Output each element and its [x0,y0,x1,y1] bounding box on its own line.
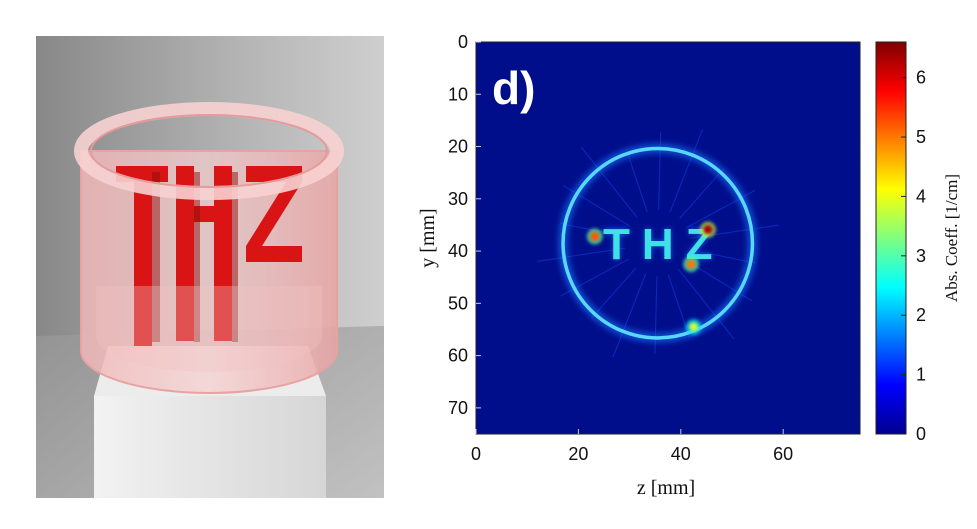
y-tick-label: 40 [448,241,468,261]
colorbar-ticks: 0 1 2 3 4 5 6 [901,68,926,444]
y-tick-label: 60 [448,346,468,366]
colorbar [875,41,907,435]
x-tick-label: 20 [568,444,588,464]
y-tick-label: 50 [448,293,468,313]
colorbar-tick-label: 1 [916,365,926,385]
x-tick-label: 40 [671,444,691,464]
streak-line [612,273,647,358]
x-axis-ticks: 0 20 40 60 [471,429,793,464]
streak-line [678,268,735,340]
container-ring [561,146,755,340]
y-tick-label: 0 [458,32,468,52]
phantom-render-image [36,36,384,498]
colorbar-tick-label: 4 [916,186,926,206]
colorbar-tick-label: 0 [916,424,926,444]
y-tick-label: 20 [448,137,468,157]
y-axis-label: y [mm] [417,208,439,267]
streak-line [591,267,637,319]
x-tick-label: 60 [773,444,793,464]
hotspot [703,225,713,235]
y-axis-ticks: 0 10 20 30 40 50 60 70 [448,32,481,418]
streak-line [679,168,724,219]
x-tick-label: 0 [471,444,481,464]
streak-line [625,148,648,212]
streak-line [690,249,756,264]
colorbar-tick-label: 3 [916,246,926,266]
y-tick-label: 30 [448,189,468,209]
streak-line [536,247,626,262]
colorbar-tick-label: 5 [916,127,926,147]
streak-line [669,129,703,213]
hotspot [689,322,699,332]
hotspots [586,221,716,335]
hotspot [686,259,696,269]
heatmap-background [475,41,861,435]
y-tick-label: 70 [448,398,468,418]
panel-label: d) [492,62,535,114]
x-axis-label: z [mm] [637,477,695,499]
colorbar-label: Abs. Coeff. [1/cm] [942,174,961,302]
colorbar-tick-label: 2 [916,305,926,325]
y-tick-label: 10 [448,84,468,104]
hotspot [590,231,600,241]
streak-line [581,147,638,218]
colorbar-tick-label: 6 [916,68,926,88]
